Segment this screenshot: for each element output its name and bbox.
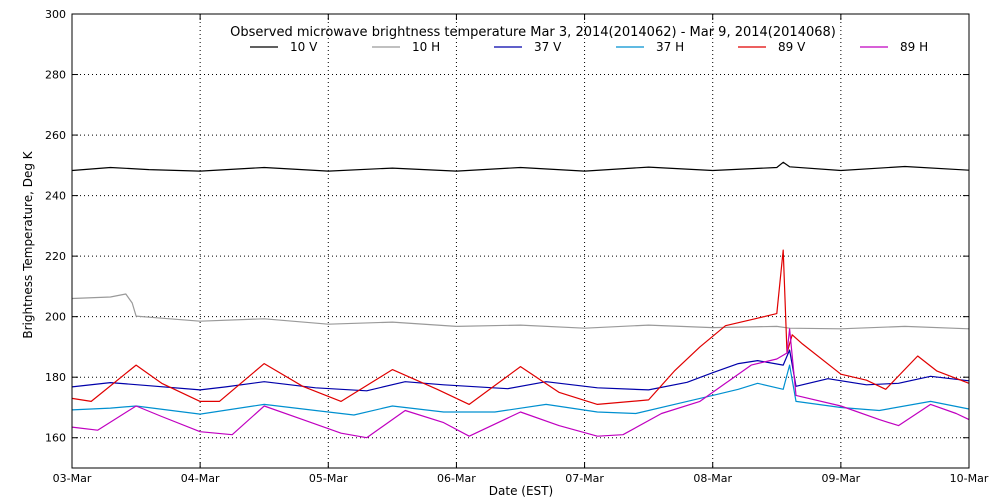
x-tick-label: 10-Mar: [950, 472, 989, 485]
series-line-89-v: [71, 249, 970, 405]
x-tick-label: 04-Mar: [181, 472, 220, 485]
x-tick-label: 05-Mar: [309, 472, 348, 485]
x-axis-label: Date (EST): [489, 484, 553, 498]
y-axis-label: Brightness Temperature, Deg K: [21, 150, 35, 338]
y-tick-label: 200: [45, 311, 66, 324]
series-line-89-h: [71, 328, 970, 439]
plot-frame: [71, 13, 970, 469]
y-tick-label: 280: [45, 69, 66, 82]
series-lines: [71, 161, 970, 439]
legend-label: 89 H: [900, 40, 928, 54]
x-tick-label: 09-Mar: [821, 472, 860, 485]
x-tick-label: 03-Mar: [53, 472, 92, 485]
x-tick-label: 08-Mar: [693, 472, 732, 485]
y-tick-label: 160: [45, 432, 66, 445]
x-tick-labels: 03-Mar 04-Mar 05-Mar 06-Mar 07-Mar 08-Mar 09-M…: [53, 472, 989, 485]
y-tick-label: 260: [45, 129, 66, 142]
legend-label: 89 V: [778, 40, 806, 54]
x-tick-label: 06-Mar: [437, 472, 476, 485]
y-tick-label: 300: [45, 8, 66, 21]
legend-label: 10 V: [290, 40, 318, 54]
legend: 10 V 10 H 37 V 37 H 89 V 89 H: [250, 40, 928, 54]
y-tick-label: 220: [45, 250, 66, 263]
legend-label: 37 H: [656, 40, 684, 54]
series-line-10-v: [71, 161, 970, 172]
legend-label: 37 V: [534, 40, 562, 54]
x-tick-label: 07-Mar: [565, 472, 604, 485]
y-tick-label: 240: [45, 190, 66, 203]
y-tick-labels: 160 180 200 220 240 260 280 300: [45, 8, 66, 445]
chart-title: Observed microwave brightness temperatur…: [230, 25, 836, 40]
series-line-37-v: [71, 349, 970, 392]
legend-label: 10 H: [412, 40, 440, 54]
series-line-37-h: [71, 364, 970, 416]
y-tick-label: 180: [45, 371, 66, 384]
series-line-10-h: [71, 293, 970, 330]
